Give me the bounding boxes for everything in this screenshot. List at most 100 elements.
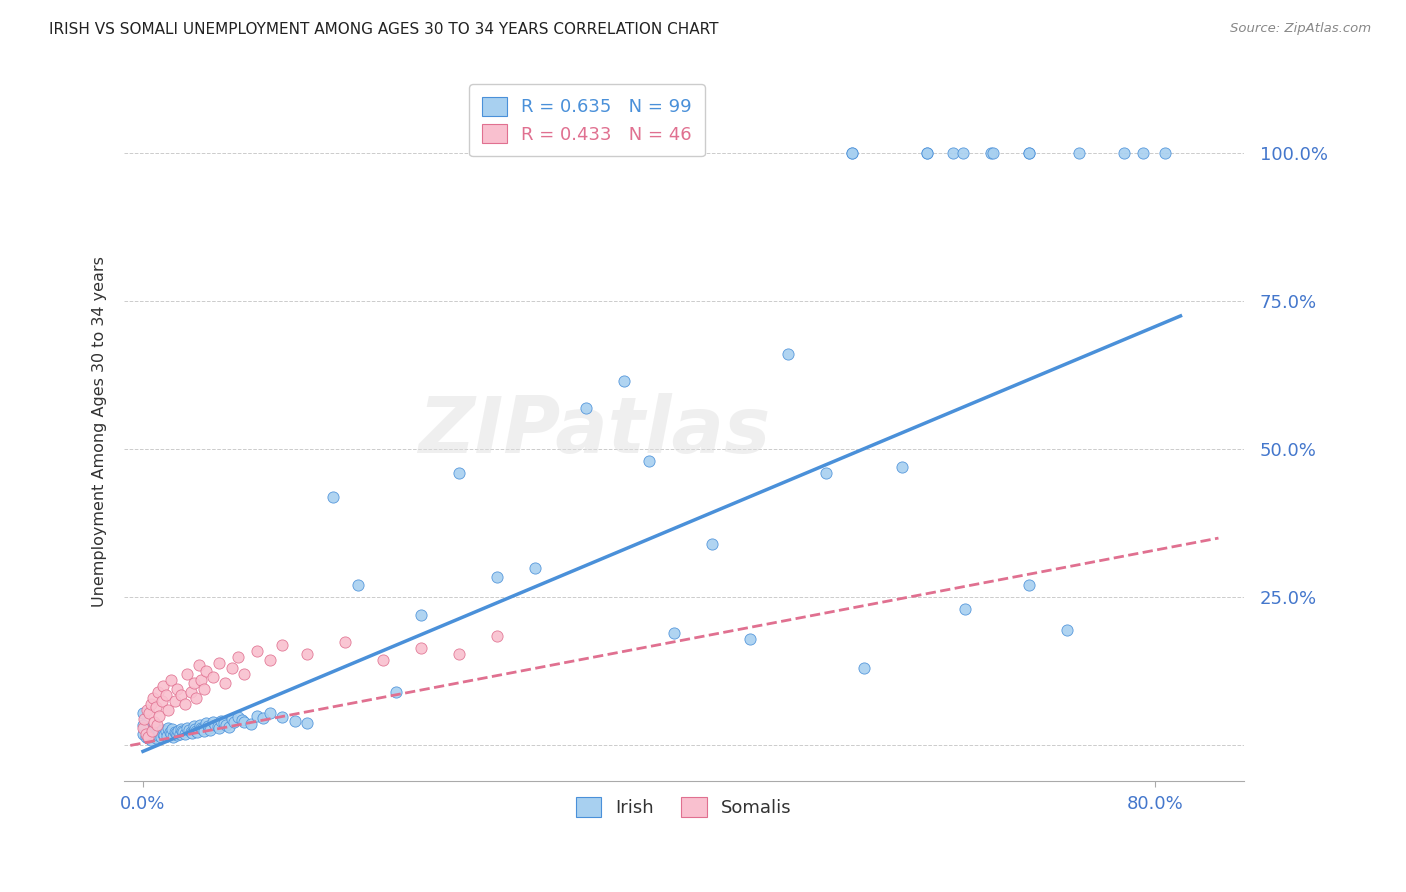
Point [160,723,183,737]
Point [1154,146,1177,161]
Point [259,652,281,666]
Point [778,347,800,361]
Point [841,146,863,161]
Point [449,466,471,480]
Point [207,719,229,733]
Point [335,634,357,648]
Point [142,729,165,743]
Point [162,730,184,744]
Point [150,694,173,708]
Point [246,708,269,723]
Point [188,717,211,731]
Point [239,717,262,731]
Point [197,719,219,733]
Point [184,691,207,706]
Point [218,720,240,734]
Point [411,640,433,655]
Point [157,721,180,735]
Point [1069,146,1091,161]
Point [1112,146,1135,161]
Point [201,714,224,729]
Point [204,717,226,731]
Point [208,656,231,670]
Text: IRISH VS SOMALI UNEMPLOYMENT AMONG AGES 30 TO 34 YEARS CORRELATION CHART: IRISH VS SOMALI UNEMPLOYMENT AMONG AGES … [49,22,718,37]
Point [215,718,238,732]
Point [347,578,370,592]
Point [146,717,169,731]
Point [195,715,218,730]
Y-axis label: Unemployment Among Ages 30 to 34 years: Unemployment Among Ages 30 to 34 years [93,256,107,607]
Point [891,460,914,475]
Point [152,726,174,740]
Point [152,679,174,693]
Point [1018,146,1040,161]
Point [271,710,294,724]
Point [486,569,509,583]
Point [156,729,179,743]
Point [222,714,245,729]
Point [952,146,974,161]
Point [172,725,194,739]
Point [524,560,547,574]
Point [166,682,188,697]
Point [135,728,157,742]
Point [145,700,167,714]
Point [1132,146,1154,161]
Point [613,374,636,388]
Point [184,722,207,736]
Point [177,723,200,737]
Point [1056,623,1078,637]
Point [132,726,155,740]
Point [212,715,235,730]
Point [183,719,205,733]
Point [136,731,159,746]
Point [449,647,471,661]
Point [197,721,219,735]
Point [486,629,509,643]
Point [917,146,939,161]
Legend: Irish, Somalis: Irish, Somalis [569,790,799,824]
Point [157,703,180,717]
Point [385,685,408,699]
Point [1018,146,1040,161]
Point [271,638,294,652]
Point [246,643,269,657]
Point [195,665,218,679]
Point [159,727,181,741]
Point [226,649,249,664]
Point [638,454,661,468]
Point [411,608,433,623]
Point [167,723,190,738]
Point [201,670,224,684]
Point [148,724,170,739]
Point [226,710,249,724]
Point [143,714,166,729]
Point [664,626,686,640]
Point [134,730,156,744]
Point [145,722,167,736]
Point [146,726,169,740]
Point [155,688,177,702]
Point [190,673,212,688]
Point [198,723,221,737]
Point [141,725,163,739]
Point [141,723,163,738]
Point [173,697,195,711]
Point [134,712,156,726]
Point [187,658,209,673]
Point [815,466,838,480]
Point [190,721,212,735]
Point [155,724,177,739]
Point [176,721,198,735]
Point [233,715,256,730]
Point [259,706,281,720]
Point [980,146,1002,161]
Point [297,715,319,730]
Point [955,602,977,616]
Point [284,714,307,728]
Point [322,490,344,504]
Point [1018,578,1040,592]
Point [170,688,193,702]
Point [145,731,167,745]
Point [135,703,157,717]
